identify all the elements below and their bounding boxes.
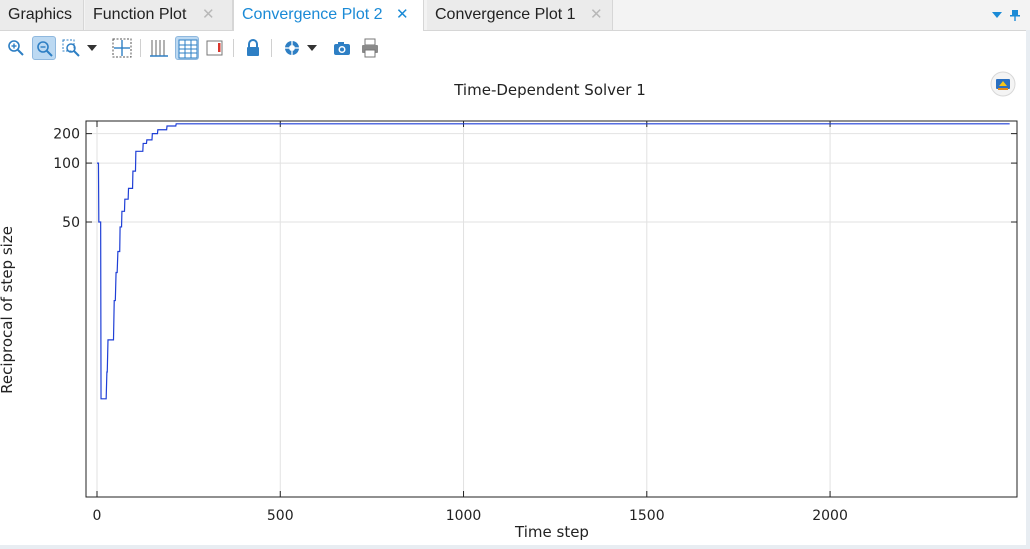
- y-axis-label: Reciprocal of step size: [0, 226, 16, 394]
- lock-axis-icon[interactable]: [241, 36, 265, 60]
- tab-label: Graphics: [8, 6, 73, 23]
- zoom-in-icon[interactable]: [4, 36, 28, 60]
- tab-list-dropdown-icon[interactable]: [991, 9, 1003, 21]
- show-legends-icon[interactable]: [175, 36, 199, 60]
- x-tick-label: 1000: [446, 508, 482, 524]
- x-tick-label: 0: [93, 508, 102, 524]
- tab-label: Function Plot: [93, 6, 187, 23]
- grid-lines: [86, 121, 1017, 497]
- tab-label: Convergence Plot 1: [435, 6, 576, 23]
- tick-labels: 0 500 1000 1500 2000 50 100 200: [53, 127, 848, 524]
- editor-tab-bar: Graphics Function Plot ✕ Convergence Plo…: [0, 0, 1030, 31]
- series-line: [97, 123, 1010, 400]
- show-grid-icon[interactable]: [147, 36, 171, 60]
- x-tick-label: 1500: [629, 508, 665, 524]
- tab-function-plot[interactable]: Function Plot ✕: [85, 0, 233, 30]
- tab-graphics[interactable]: Graphics: [0, 0, 84, 30]
- dropdown-arrow-icon[interactable]: [84, 36, 100, 60]
- plot-frame: [85, 120, 1018, 498]
- zoom-box-icon[interactable]: [60, 36, 84, 60]
- y-tick-label: 50: [62, 215, 80, 231]
- scene-light-icon[interactable]: [280, 36, 304, 60]
- close-icon[interactable]: ✕: [202, 6, 215, 23]
- axis-ticks: [86, 121, 1017, 497]
- toolbar-separator: [233, 39, 234, 57]
- plot-area-background: [86, 121, 1017, 497]
- plot-toolbar: [0, 31, 1030, 65]
- zoom-extents-icon[interactable]: [110, 36, 134, 60]
- plot-title: Time-Dependent Solver 1: [454, 81, 646, 99]
- x-tick-label: 500: [267, 508, 294, 524]
- print-icon[interactable]: [358, 36, 382, 60]
- x-tick-label: 2000: [812, 508, 848, 524]
- show-axis-icon[interactable]: [203, 36, 227, 60]
- zoom-out-icon[interactable]: [32, 36, 56, 60]
- toolbar-separator: [271, 39, 272, 57]
- close-icon[interactable]: ✕: [396, 6, 409, 23]
- tab-label: Convergence Plot 2: [242, 6, 383, 23]
- dropdown-arrow-icon[interactable]: [304, 36, 320, 60]
- tab-convergence-plot-1[interactable]: Convergence Plot 1 ✕: [427, 0, 613, 30]
- pin-icon[interactable]: [1009, 9, 1021, 21]
- x-axis-label: Time step: [514, 523, 589, 541]
- close-icon[interactable]: ✕: [590, 6, 603, 23]
- toolbar-separator: [140, 39, 141, 57]
- y-tick-label: 100: [53, 156, 80, 172]
- window-border: [0, 545, 1030, 549]
- y-tick-label: 200: [53, 127, 80, 143]
- window-border: [1026, 30, 1030, 549]
- comsol-logo-icon: [990, 71, 1016, 97]
- image-snapshot-icon[interactable]: [330, 36, 354, 60]
- tab-convergence-plot-2[interactable]: Convergence Plot 2 ✕: [233, 0, 424, 31]
